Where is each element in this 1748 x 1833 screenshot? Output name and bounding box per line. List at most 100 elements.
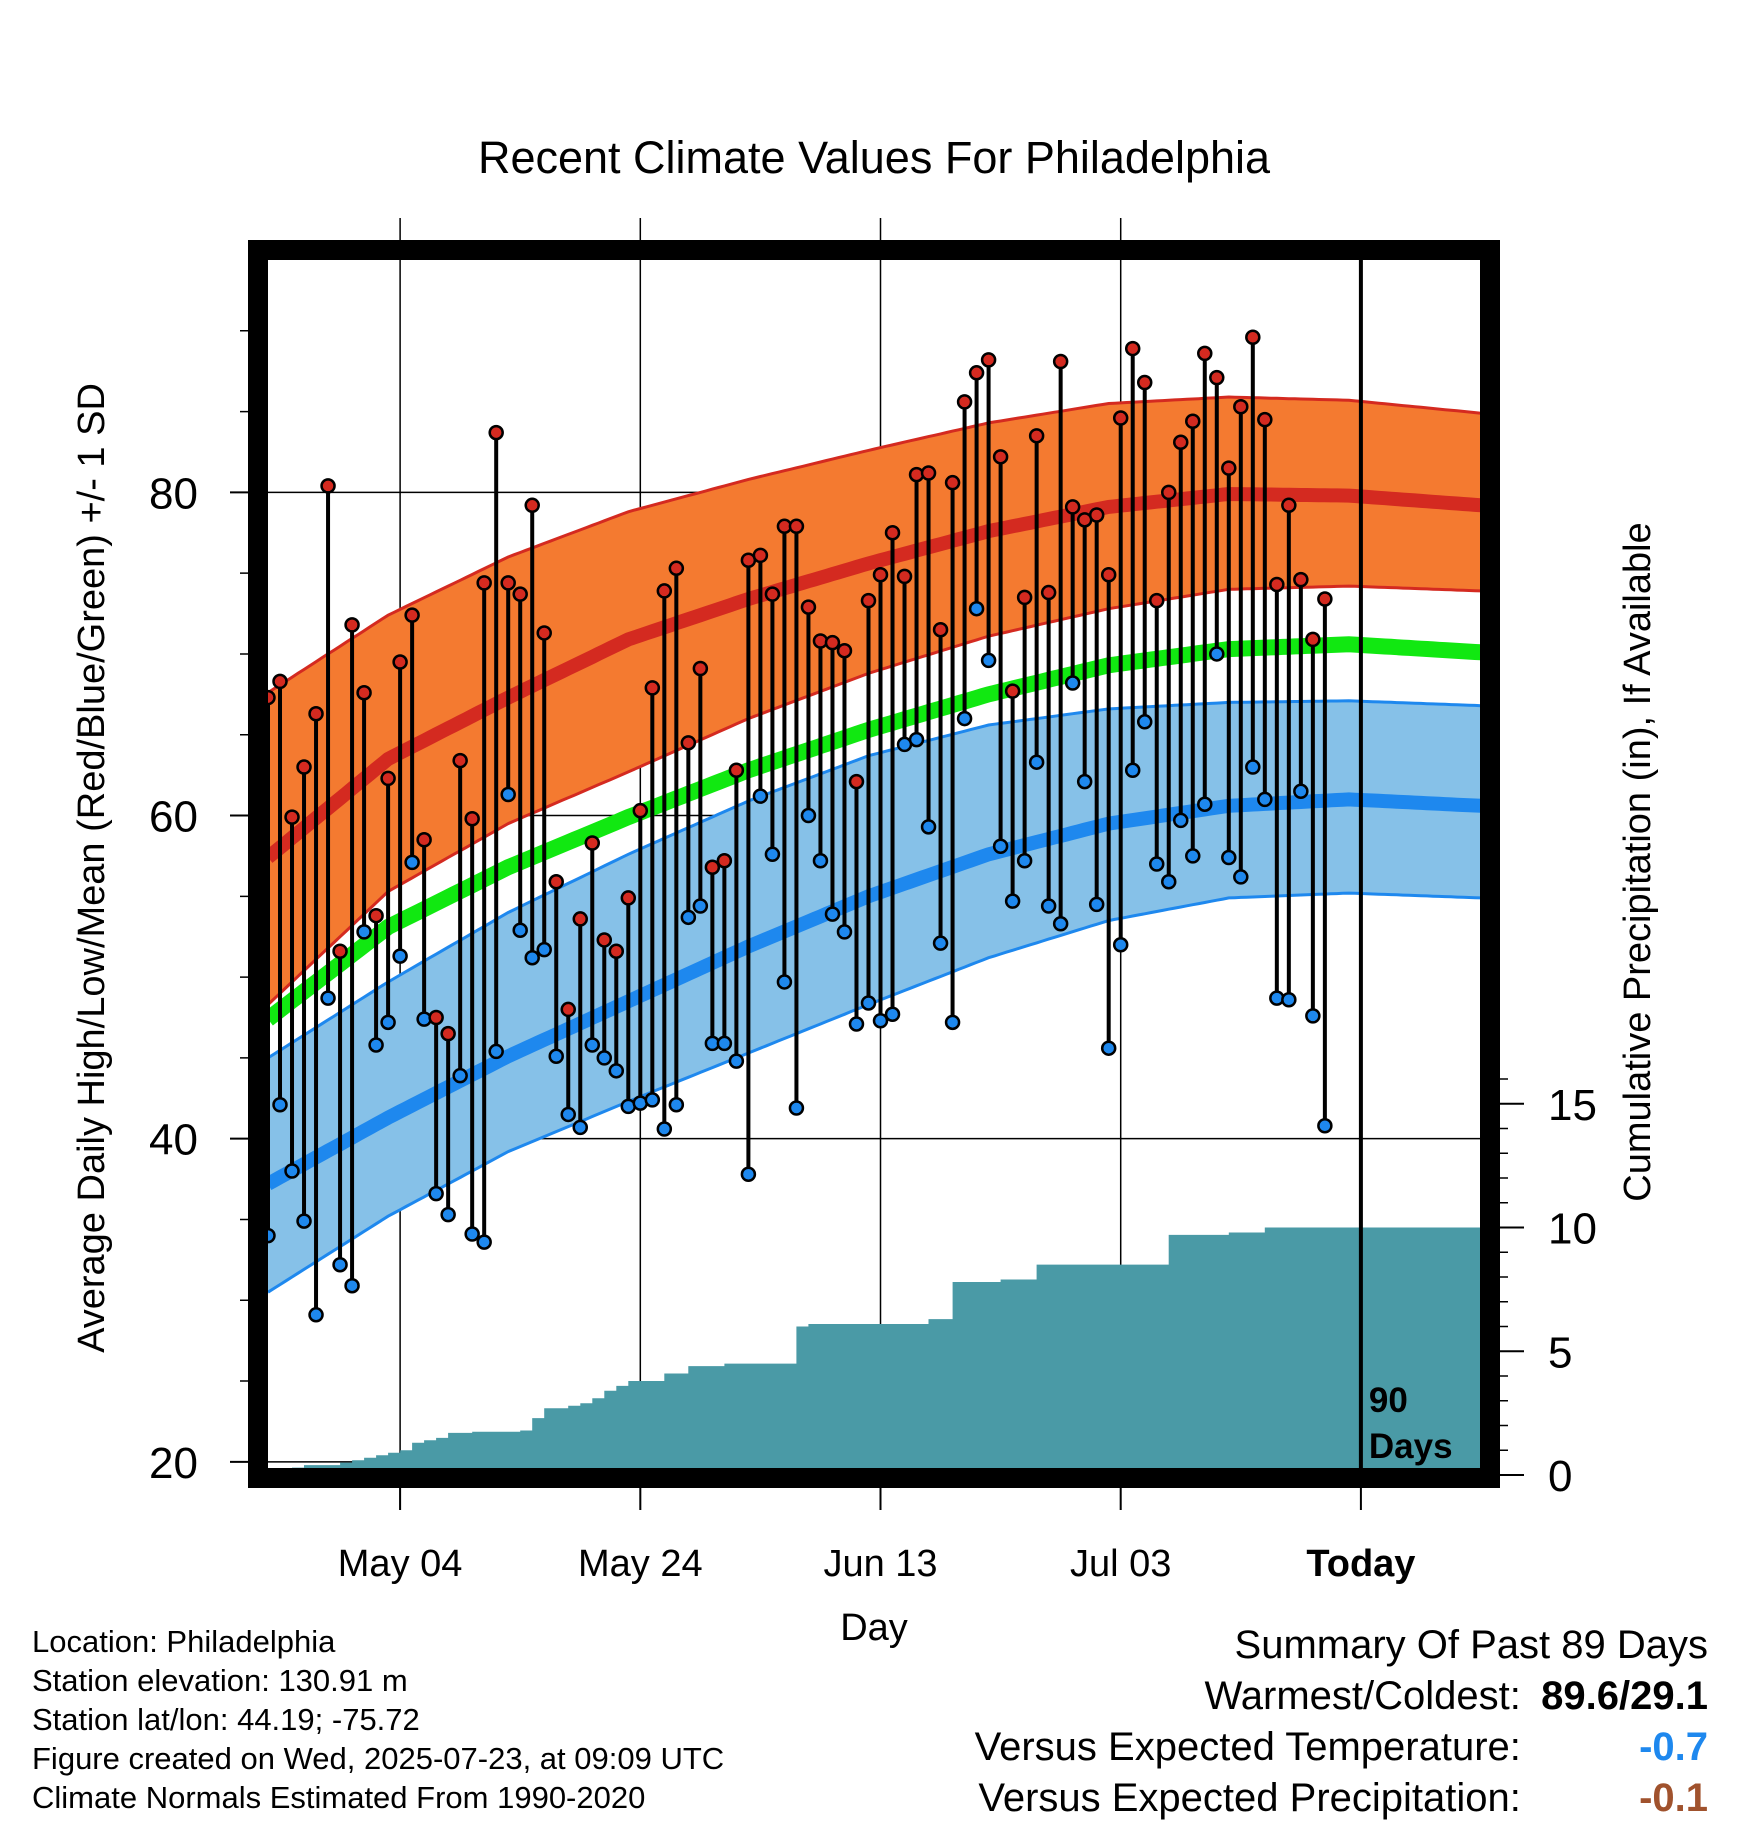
observed-low-point <box>1100 1040 1117 1056</box>
location-text: Location: Philadelphia <box>32 1624 336 1659</box>
observed-high-point <box>1221 460 1237 476</box>
observed-high-point <box>716 853 733 869</box>
observed-high-point <box>668 560 685 577</box>
precip-area <box>292 1227 1481 1468</box>
observed-high-point <box>680 735 697 751</box>
observed-low-point <box>812 853 829 869</box>
observed-high-point <box>956 394 973 410</box>
observed-high-point <box>632 802 649 819</box>
observed-low-point <box>572 1119 589 1136</box>
observed-high-point <box>356 684 372 701</box>
observed-low-point <box>452 1067 468 1084</box>
observed-low-point <box>284 1163 300 1179</box>
observed-high-point <box>272 673 288 690</box>
observed-high-point <box>320 478 336 494</box>
observed-low-point <box>1112 937 1129 953</box>
observed-low-point <box>428 1185 444 1202</box>
observed-high-point <box>704 859 721 875</box>
low-normal-band <box>268 700 1481 1293</box>
observed-low-point <box>1076 773 1093 790</box>
observed-low-point <box>608 1063 625 1079</box>
observed-high-point <box>1052 353 1069 370</box>
chart-title: Recent Climate Values For Philadelphia <box>478 132 1271 183</box>
observed-high-point <box>1185 413 1201 430</box>
observed-high-point <box>500 575 516 591</box>
observed-low-point <box>980 652 997 669</box>
observed-low-point <box>776 974 793 990</box>
observed-low-point <box>1136 714 1153 730</box>
y-tick-label: 60 <box>149 793 198 842</box>
observed-high-point <box>656 583 673 599</box>
observed-high-point <box>296 759 312 775</box>
high-band-upper-edge <box>268 395 1481 694</box>
observed-low-point <box>1028 754 1045 770</box>
observed-low-point <box>716 1035 733 1052</box>
observed-high-point <box>1028 428 1045 444</box>
observed-high-point <box>1257 411 1273 428</box>
observed-low-point <box>692 898 709 914</box>
observed-high-point <box>1233 398 1249 415</box>
observed-low-point <box>268 1227 276 1244</box>
observed-low-point <box>368 1037 384 1053</box>
observed-low-point <box>668 1097 685 1113</box>
observed-high-point <box>308 705 324 722</box>
observed-low-point <box>584 1037 601 1053</box>
y-tick-label: 40 <box>149 1116 198 1165</box>
observed-high-point <box>572 911 589 927</box>
observed-low-point <box>1040 898 1057 914</box>
observed-low-point <box>1064 675 1081 691</box>
observed-low-point <box>500 786 516 803</box>
observed-high-point <box>800 599 817 615</box>
observed-low-point <box>728 1053 745 1069</box>
observed-high-point <box>824 634 841 651</box>
observed-low-point <box>932 935 949 951</box>
observed-low-point <box>1197 796 1213 812</box>
summary-temperature: Versus Expected Temperature: -0.7 <box>975 1722 1708 1773</box>
observed-low-point <box>764 846 781 863</box>
observed-low-point <box>872 1012 889 1029</box>
observed-low-point <box>1160 874 1177 890</box>
x-tick-label: Jul 03 <box>1070 1543 1171 1585</box>
today-annotation-unit: Days <box>1369 1427 1453 1466</box>
observed-low-point <box>596 1050 613 1066</box>
observed-low-point <box>920 819 937 835</box>
summary-panel: Summary Of Past 89 Days Warmest/Coldest:… <box>975 1620 1708 1824</box>
observed-low-point <box>308 1307 324 1323</box>
observed-low-point <box>344 1277 360 1294</box>
observed-high-point <box>848 773 865 790</box>
observed-low-point <box>488 1043 504 1060</box>
observed-high-point <box>872 567 889 583</box>
x-axis-label: Day <box>840 1607 908 1649</box>
observed-low-point <box>944 1014 961 1031</box>
today-annotation-count: 90 <box>1369 1381 1408 1420</box>
observed-low-point <box>1124 762 1141 779</box>
observed-high-point <box>404 607 420 623</box>
observed-low-point <box>992 838 1009 854</box>
observed-low-point <box>1281 991 1297 1008</box>
observed-high-point <box>1112 410 1129 426</box>
y2-axis-label: Cumulative Precipitation (in), If Availa… <box>1617 522 1659 1201</box>
plot-frame <box>248 240 1500 1488</box>
observed-low-point <box>1209 646 1225 662</box>
observed-high-point <box>1317 591 1333 607</box>
plot-area <box>268 329 1481 1468</box>
high-normal-band <box>268 397 1481 1005</box>
temp-departure-label: Versus Expected Temperature: <box>974 1725 1521 1769</box>
x-tick-label: May 24 <box>578 1543 703 1585</box>
observed-low-point <box>968 600 985 617</box>
observed-high-point <box>416 832 432 848</box>
y2-tick-label: 0 <box>1548 1452 1572 1501</box>
observed-low-point <box>1257 791 1273 808</box>
observed-high-point <box>1245 329 1261 346</box>
observed-low-point <box>1088 896 1105 913</box>
observed-low-point <box>1305 1008 1321 1024</box>
observed-high-point <box>512 586 528 602</box>
observed-high-point <box>944 474 961 491</box>
observed-high-point <box>1136 374 1153 391</box>
y2-tick-label: 5 <box>1548 1328 1572 1377</box>
observed-low-point <box>848 1016 865 1032</box>
observed-low-point <box>440 1206 456 1223</box>
observed-high-point <box>268 689 276 706</box>
elevation-text: Station elevation: 130.91 m <box>32 1663 408 1698</box>
